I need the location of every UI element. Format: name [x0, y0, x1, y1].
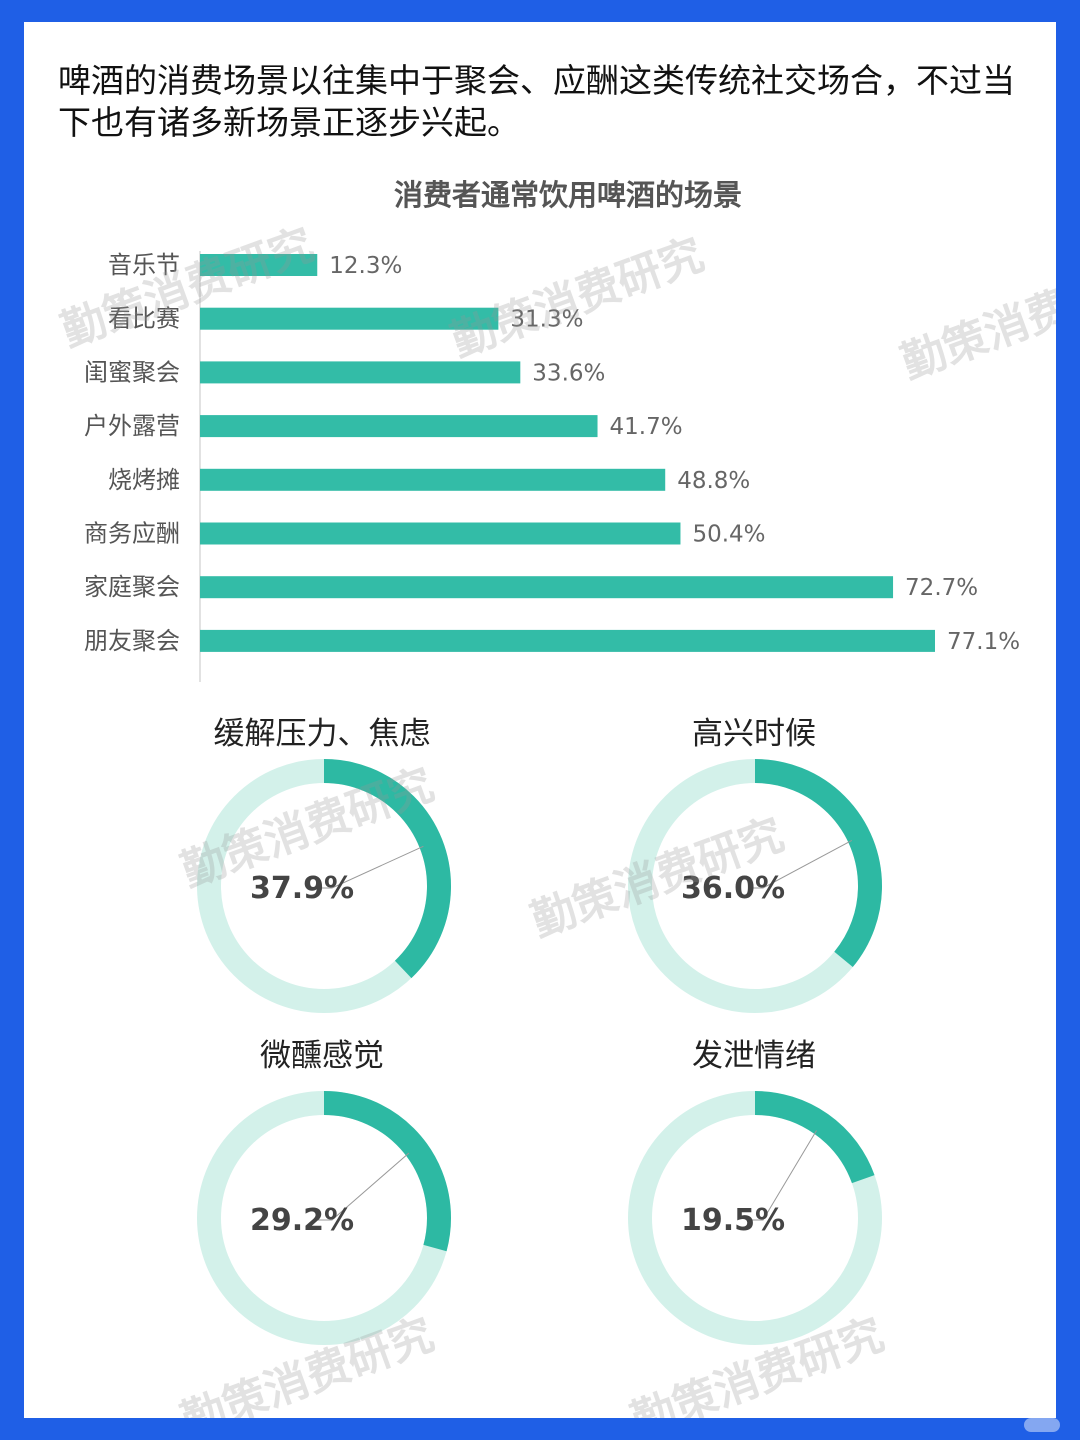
bar	[200, 468, 666, 491]
donut-value-label: 37.9%	[250, 871, 354, 906]
donut-charts: 37.9% 36.0% 29.2% 19.5%	[197, 759, 882, 1345]
bar-value-label: 31.3%	[510, 307, 583, 333]
donut-value-label: 36.0%	[681, 871, 785, 906]
donut-arc	[628, 1091, 882, 1345]
bar-chart: 音乐节 12.3% 看比赛 31.3% 闺蜜聚会 33.6% 户外露营 41.7% 烧烤摊 48.…	[84, 251, 1020, 682]
donut-title-happy: 高兴时候	[692, 716, 816, 752]
bar-value-label: 72.7%	[905, 575, 978, 601]
donut-arc	[197, 759, 451, 1013]
bar-value-label: 77.1%	[947, 629, 1020, 655]
bar-category-label: 家庭聚会	[84, 573, 180, 601]
bar-value-label: 12.3%	[329, 253, 402, 279]
bar-value-label: 48.8%	[677, 468, 750, 494]
bar	[200, 629, 935, 652]
donut-leader-line	[318, 845, 424, 889]
bar-category-label: 朋友聚会	[84, 627, 180, 655]
donut-leader-line	[749, 840, 853, 889]
donut-arc	[197, 1091, 451, 1345]
bar-chart-title: 消费者通常饮用啤酒的场景	[393, 178, 742, 212]
intro-paragraph: 啤酒的消费场景以往集中于聚会、应酬这类传统社交场合，不过当下也有诸多新场景正逐步…	[58, 61, 1015, 142]
donut-title-venting: 发泄情绪	[692, 1038, 816, 1074]
bar-value-label: 50.4%	[692, 522, 765, 548]
donut-title-stress: 缓解压力、焦虑	[213, 716, 431, 752]
bar	[200, 307, 499, 330]
corner-badge	[1024, 1418, 1060, 1432]
donut-arc	[628, 759, 882, 1013]
bar-category-label: 户外露营	[84, 412, 180, 440]
bar-category-label: 商务应酬	[84, 520, 180, 548]
donut-value-label: 19.5%	[681, 1203, 785, 1238]
bar	[200, 254, 318, 276]
donut-title-tipsy: 微醺感觉	[260, 1038, 384, 1074]
donut-value-label: 29.2%	[250, 1203, 354, 1238]
donut-leader-line	[318, 1152, 410, 1221]
bar	[200, 415, 598, 438]
bar	[200, 522, 681, 545]
bar-value-label: 41.7%	[610, 414, 683, 440]
bar-category-label: 闺蜜聚会	[84, 358, 180, 386]
content-card: 啤酒的消费场景以往集中于聚会、应酬这类传统社交场合，不过当下也有诸多新场景正逐步…	[24, 22, 1056, 1418]
bar-category-label: 音乐节	[108, 251, 180, 279]
donut-leader-line	[749, 1130, 817, 1221]
bar-category-label: 看比赛	[108, 305, 180, 333]
bar	[200, 576, 894, 599]
bar	[200, 361, 521, 384]
bar-category-label: 烧烤摊	[108, 466, 180, 494]
bar-value-label: 33.6%	[532, 360, 605, 386]
